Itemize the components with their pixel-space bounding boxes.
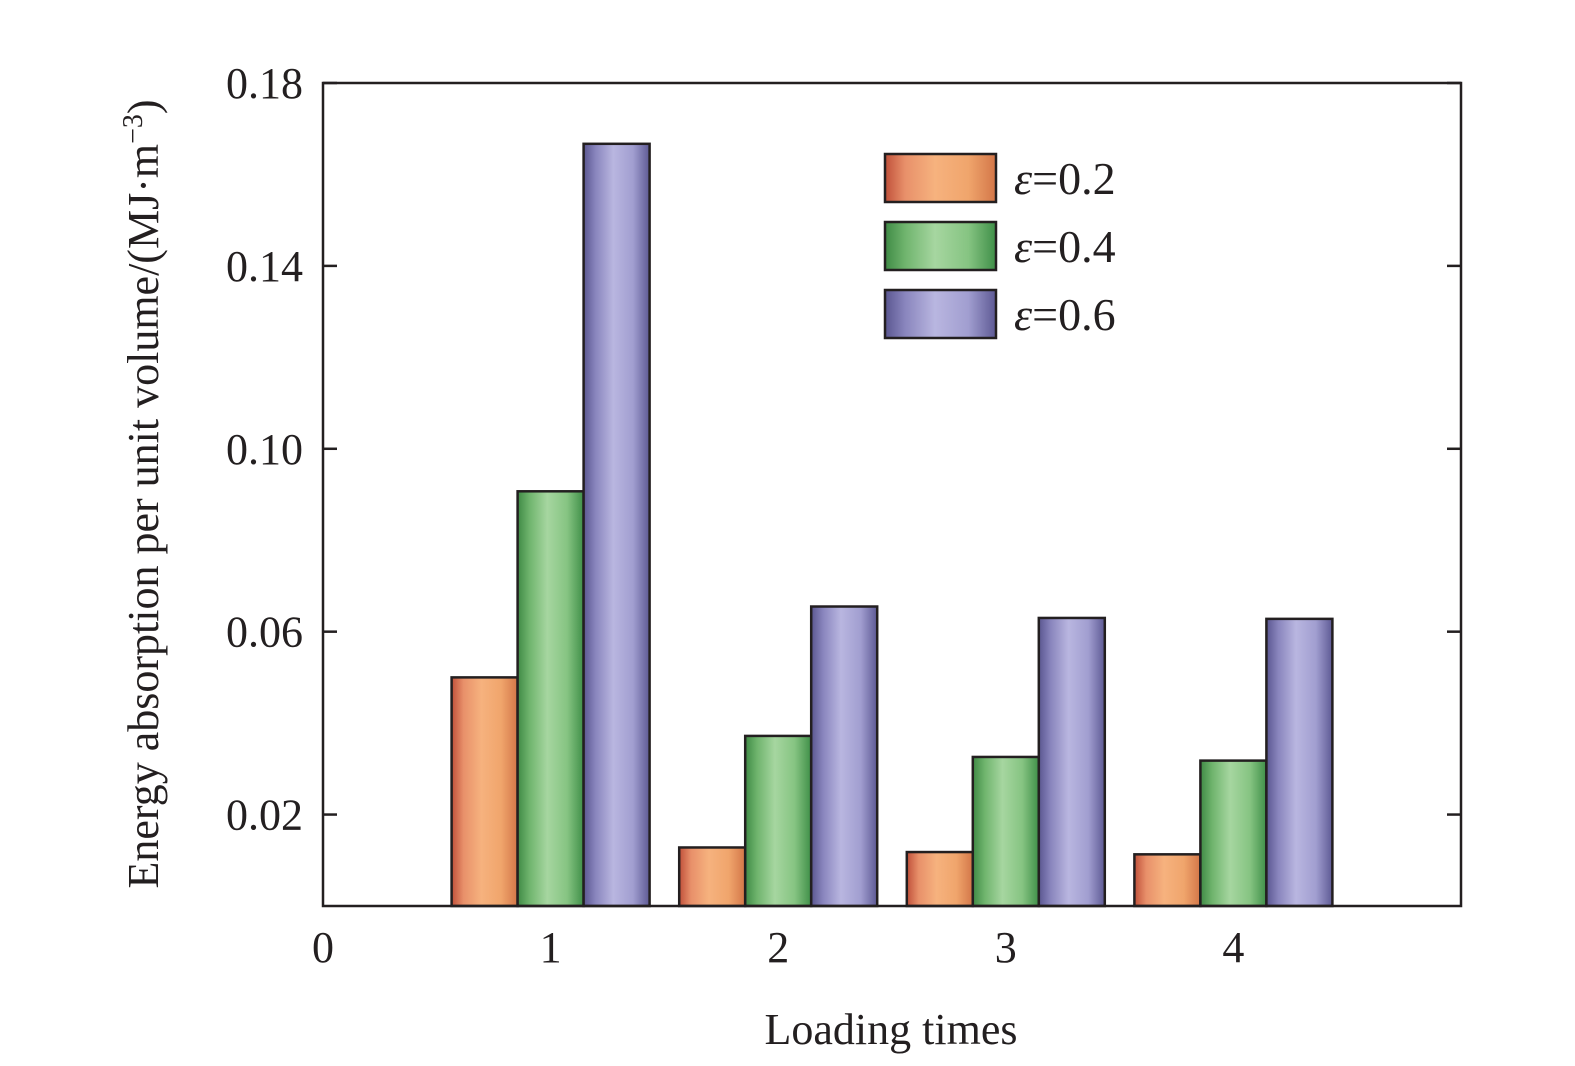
bar-2-cat-2	[743, 734, 813, 908]
bar-3-cat-4	[1265, 617, 1334, 908]
legend-swatch-1	[883, 152, 998, 204]
bar-1-cat-2	[677, 846, 747, 908]
plot-frame	[321, 81, 1463, 908]
y-tick-label-4: 0.18	[226, 59, 303, 108]
legend-epsilon: ε	[1014, 221, 1033, 272]
bar-1-cat-4	[1133, 853, 1202, 908]
y-tick-label-2: 0.10	[226, 425, 303, 474]
legend-swatch-2	[883, 220, 998, 272]
bar-1-cat-3	[905, 850, 975, 908]
bar-2-cat-4	[1199, 759, 1268, 908]
bar-2-cat-1	[516, 490, 585, 908]
y-tick-label-0: 0.02	[226, 791, 303, 840]
legend-epsilon: ε	[1014, 153, 1033, 204]
bar-3-cat-1	[582, 142, 651, 908]
y-tick-label-3: 0.14	[226, 242, 303, 291]
y-axis-title-close: )	[119, 99, 168, 114]
x-tick-label-3: 3	[995, 923, 1017, 972]
y-tick-label-1: 0.06	[226, 608, 303, 657]
bar-3-cat-3	[1037, 616, 1107, 908]
legend-value: =0.2	[1032, 153, 1115, 204]
bar-3-cat-2	[809, 605, 879, 908]
legend-label-2: ε=0.4	[1014, 221, 1116, 272]
y-axis-title: Energy absorption per unit volume/(MJ·m−…	[118, 99, 168, 888]
legend-swatch-3	[883, 288, 998, 340]
legend-label-3: ε=0.6	[1014, 289, 1116, 340]
x-tick-label-2: 2	[767, 923, 789, 972]
legend-epsilon: ε	[1014, 289, 1033, 340]
legend-value: =0.6	[1032, 289, 1115, 340]
x-tick-label-0: 0	[312, 923, 334, 972]
bar-1-cat-1	[450, 676, 519, 908]
legend-value: =0.4	[1032, 221, 1115, 272]
x-tick-label-4: 4	[1222, 923, 1244, 972]
bars-layer	[450, 142, 1334, 908]
bar-2-cat-3	[971, 755, 1041, 908]
legend-label-1: ε=0.2	[1014, 153, 1116, 204]
y-axis-title-superscript: −3	[118, 114, 149, 144]
x-axis-title: Loading times	[765, 1005, 1018, 1054]
legend: ε=0.2ε=0.4ε=0.6	[883, 152, 1116, 340]
x-tick-label-1: 1	[540, 923, 562, 972]
y-axis-title-main: Energy absorption per unit volume/(MJ·m	[119, 144, 168, 889]
axes-layer: 0.02 0.06 0.10 0.14 0.18 0 1 2 3 4	[226, 59, 1463, 972]
